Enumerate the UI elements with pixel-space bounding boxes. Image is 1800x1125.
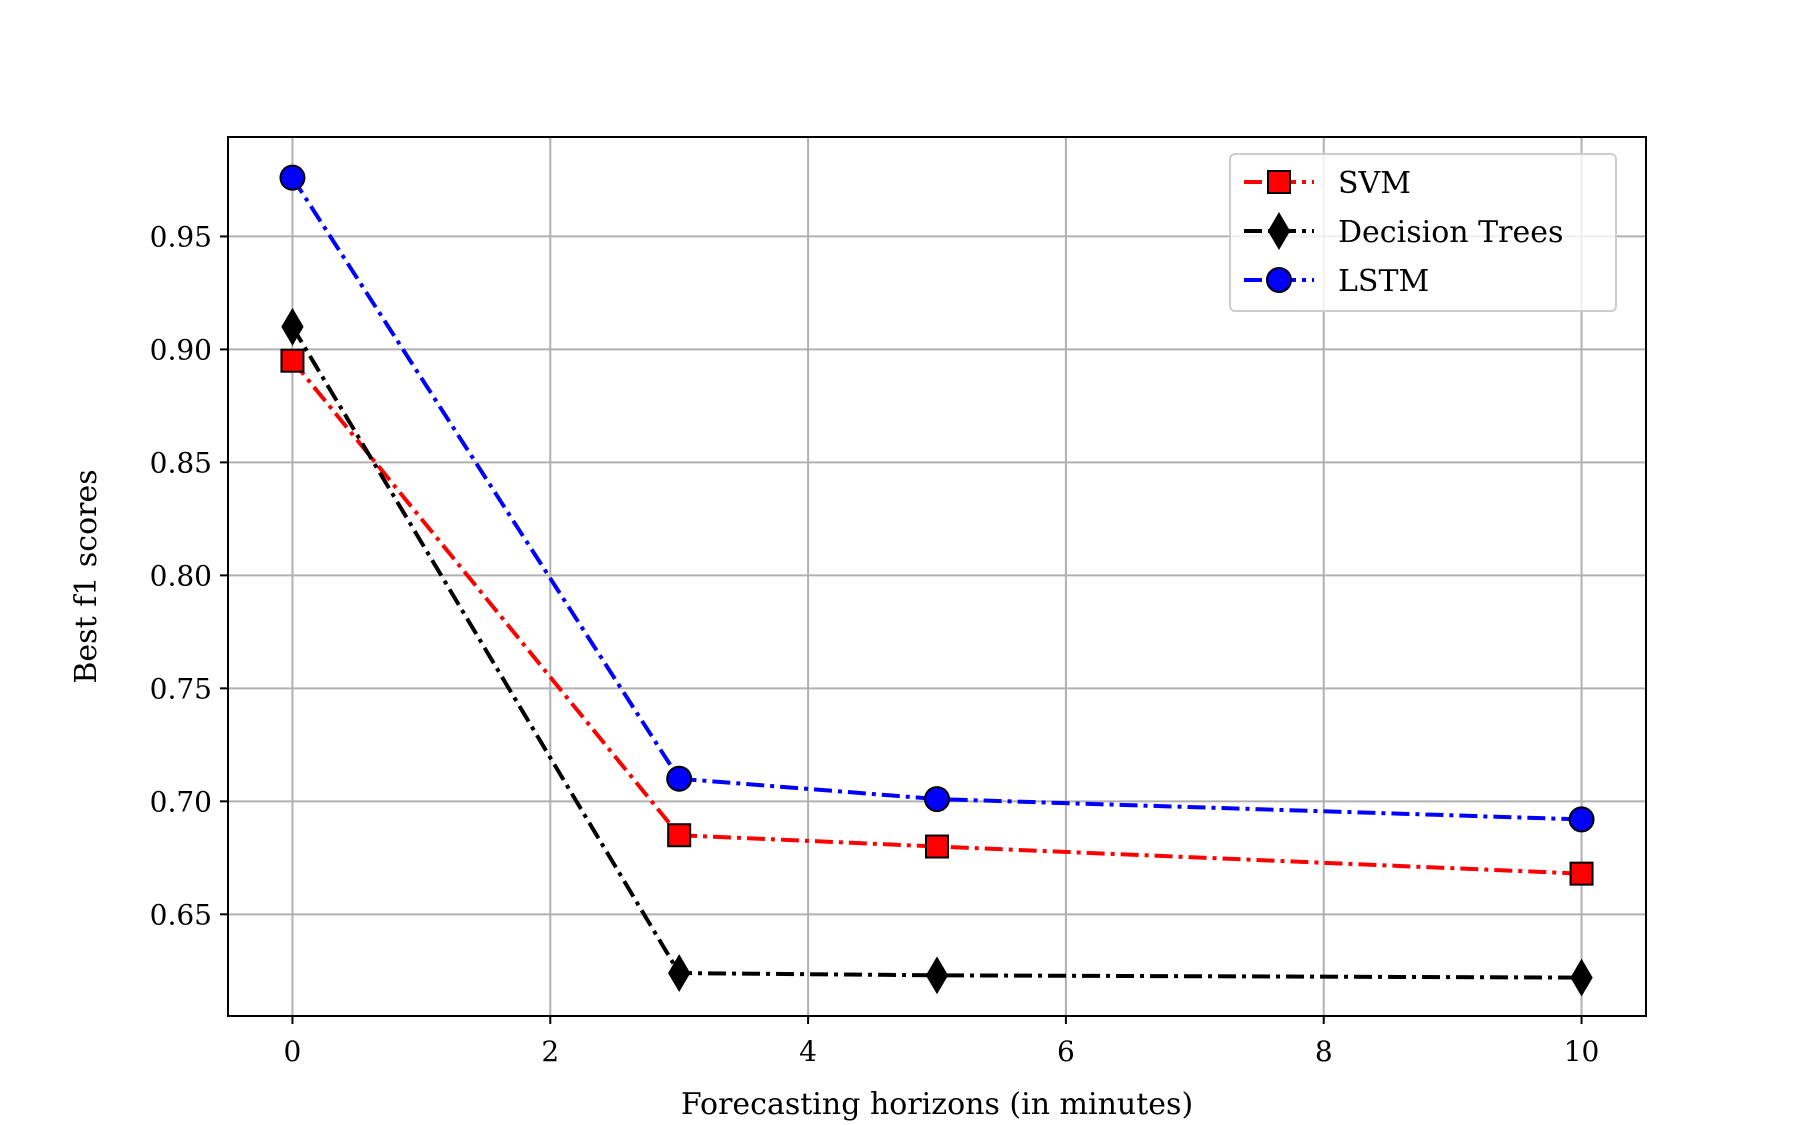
- y-tick-label: 0.80: [150, 559, 212, 592]
- legend: SVM Decision Trees LSTM: [1229, 153, 1617, 312]
- x-axis-label: Forecasting horizons (in minutes): [681, 1087, 1193, 1122]
- legend-box: [1229, 153, 1617, 312]
- series-line-decision-trees: [290, 325, 1582, 980]
- legend-marker-lstm: [1266, 267, 1292, 293]
- data-point-lstm: [279, 164, 306, 191]
- y-tick-label: 0.75: [150, 672, 212, 705]
- grid: [228, 137, 1646, 1016]
- data-point-lstm: [1568, 806, 1595, 833]
- data-point-decision-trees: [925, 956, 949, 995]
- data-point-svm: [667, 823, 692, 848]
- legend-label-decision-trees: Decision Trees: [1338, 215, 1563, 250]
- legend-marker-decision-trees: [1267, 212, 1291, 250]
- series-lines: [279, 164, 1595, 997]
- y-tick-label: 0.70: [150, 785, 212, 818]
- series-line-lstm: [290, 176, 1582, 822]
- plot-frame: [227, 136, 1647, 1017]
- legend-label-lstm: LSTM: [1338, 264, 1429, 299]
- legend-label-svm: SVM: [1338, 166, 1411, 201]
- data-point-lstm: [666, 765, 693, 792]
- y-tick-label: 0.90: [150, 333, 212, 366]
- data-point-svm: [1569, 861, 1594, 886]
- data-point-svm: [925, 834, 949, 859]
- x-tick-label: 6: [1057, 1035, 1075, 1068]
- legend-marker-svm: [1267, 170, 1291, 194]
- y-axis-label: Best f1 scores: [69, 469, 104, 683]
- data-point-lstm: [924, 786, 950, 813]
- data-point-decision-trees: [668, 954, 691, 993]
- x-tick-label: 10: [1564, 1035, 1600, 1068]
- y-tick-label: 0.65: [150, 898, 212, 931]
- data-point-decision-trees: [281, 307, 304, 346]
- y-tick-label: 0.95: [150, 220, 212, 253]
- x-tick-label: 2: [541, 1035, 559, 1068]
- data-point-decision-trees: [1570, 958, 1593, 997]
- x-tick-label: 0: [284, 1035, 302, 1068]
- series-line-svm: [290, 359, 1582, 876]
- x-tick-label: 4: [799, 1035, 817, 1068]
- x-tick-label: 8: [1315, 1035, 1333, 1068]
- y-tick-label: 0.85: [150, 446, 212, 479]
- data-point-svm: [280, 348, 305, 373]
- axis-ticks: 0 2 4 6 8 10 0.65 0.70 0.75 0.80 0.85 0.90 0.95: [150, 220, 1600, 1068]
